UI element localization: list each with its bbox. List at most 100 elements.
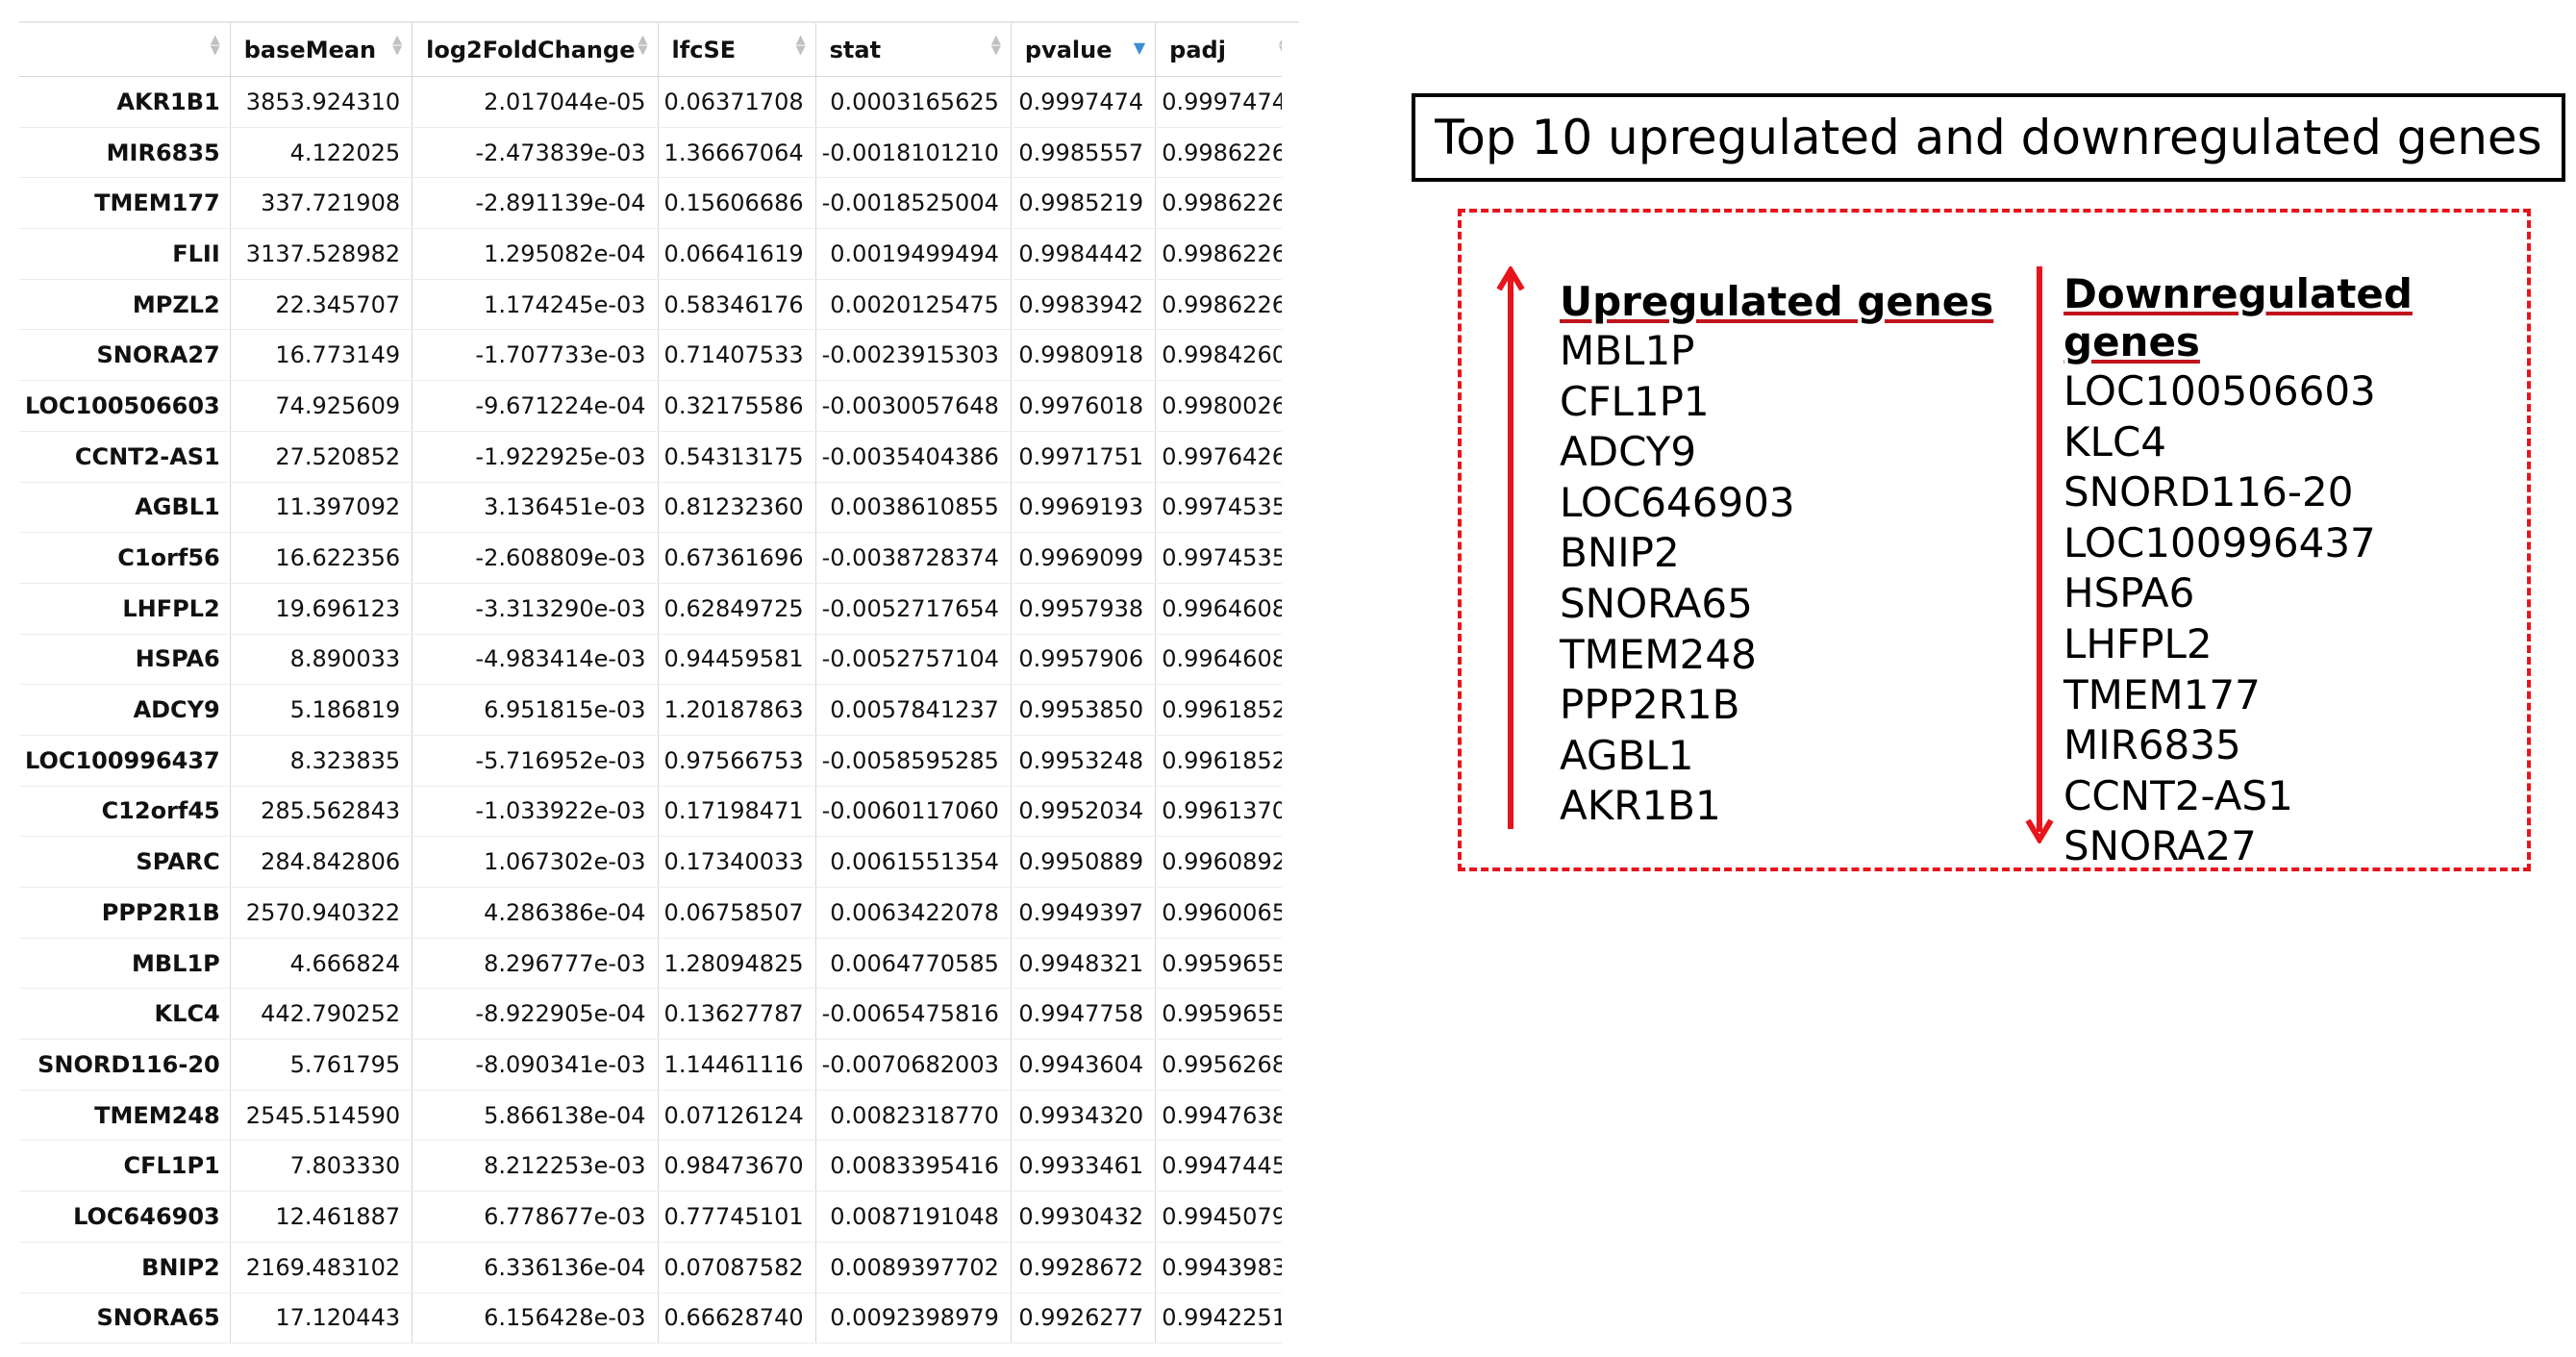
sort-icon[interactable]: ▲ ▼ bbox=[990, 33, 1001, 58]
row-gene-name: FLII bbox=[19, 228, 231, 280]
cell-log2foldchange: 1.295082e-04 bbox=[412, 228, 659, 280]
cell-lfcse: 1.14461116 bbox=[658, 1039, 816, 1091]
cell-pvalue: 0.9957938 bbox=[1011, 583, 1157, 635]
sort-icon[interactable]: ▲ ▼ bbox=[638, 33, 648, 58]
sort-icon[interactable]: ▲ ▼ bbox=[392, 33, 403, 58]
cell-lfcse: 0.98473670 bbox=[658, 1140, 816, 1193]
row-gene-name: KLC4 bbox=[19, 988, 231, 1041]
cell-lfcse: 0.32175586 bbox=[658, 380, 816, 432]
cell-log2foldchange: 2.017044e-05 bbox=[412, 76, 659, 128]
downregulated-gene-item: SNORD116-20 bbox=[2063, 468, 2354, 516]
cell-basemean: 4.666824 bbox=[230, 938, 413, 990]
upregulated-gene-item: ADCY9 bbox=[1560, 428, 1697, 476]
cell-pvalue: 0.9928672 bbox=[1011, 1242, 1157, 1294]
cell-pvalue: 0.9933461 bbox=[1011, 1140, 1157, 1193]
table-row: BNIP2 2169.483102 6.336136e-04 0.07087582 0.… bbox=[19, 1242, 1299, 1294]
cell-basemean: 17.120443 bbox=[230, 1293, 413, 1344]
cell-lfcse: 0.07087582 bbox=[658, 1242, 816, 1294]
cell-padj: 0.9956268 bbox=[1155, 1039, 1299, 1091]
row-gene-name: BNIP2 bbox=[19, 1242, 231, 1294]
cell-padj: 0.9986226 bbox=[1155, 228, 1299, 280]
row-gene-name: AGBL1 bbox=[19, 482, 231, 534]
cell-basemean: 16.622356 bbox=[230, 532, 413, 584]
column-header-padj[interactable]: padj ▲ ▼ bbox=[1155, 23, 1299, 77]
cell-pvalue: 0.9943604 bbox=[1011, 1039, 1157, 1091]
cell-stat: -0.0052757104 bbox=[815, 634, 1012, 686]
cell-padj: 0.9945079 bbox=[1155, 1191, 1299, 1243]
column-header-label: lfcSE bbox=[671, 36, 737, 63]
downregulated-gene-item: TMEM177 bbox=[2063, 670, 2261, 718]
cell-pvalue: 0.9930432 bbox=[1011, 1191, 1157, 1243]
cell-lfcse: 0.13627787 bbox=[658, 988, 816, 1041]
results-table-viewer[interactable]: ▲ ▼ baseMean ▲ ▼ log2FoldChange ▲ ▼ lfcSE ▲ ▼ stat ▲… bbox=[19, 21, 1299, 1357]
cell-lfcse: 0.71407533 bbox=[658, 329, 816, 382]
table-row: CFL1P1 7.803330 8.212253e-03 0.98473670 0.00… bbox=[19, 1140, 1299, 1193]
column-header-stat[interactable]: stat ▲ ▼ bbox=[815, 23, 1012, 77]
row-gene-name: SPARC bbox=[19, 836, 231, 888]
cell-log2foldchange: -1.922925e-03 bbox=[412, 431, 659, 483]
row-gene-name: MPZL2 bbox=[19, 279, 231, 331]
column-header-rownames[interactable]: ▲ ▼ bbox=[19, 23, 231, 77]
cell-padj: 0.9980026 bbox=[1155, 380, 1299, 432]
cell-padj: 0.9960892 bbox=[1155, 836, 1299, 888]
row-gene-name: SNORD116-20 bbox=[19, 1039, 231, 1091]
cell-log2foldchange: -1.707733e-03 bbox=[412, 329, 659, 382]
cell-log2foldchange: -2.891139e-04 bbox=[412, 177, 659, 230]
table-row: SPARC 284.842806 1.067302e-03 0.17340033 0.0… bbox=[19, 836, 1299, 888]
cell-stat: 0.0057841237 bbox=[815, 684, 1012, 736]
sort-icon[interactable]: ▲ ▼ bbox=[1279, 33, 1288, 58]
cell-padj: 0.9959655 bbox=[1155, 988, 1299, 1041]
cell-pvalue: 0.9969193 bbox=[1011, 482, 1157, 534]
cell-stat: -0.0035404386 bbox=[815, 431, 1012, 483]
row-gene-name: TMEM248 bbox=[19, 1090, 231, 1142]
table-row: MPZL2 22.345707 1.174245e-03 0.58346176 0.00… bbox=[19, 279, 1299, 331]
cell-stat: 0.0089397702 bbox=[815, 1242, 1012, 1294]
cell-lfcse: 0.81232360 bbox=[658, 482, 816, 534]
cell-stat: 0.0061551354 bbox=[815, 836, 1012, 888]
row-gene-name: MBL1P bbox=[19, 938, 231, 990]
sort-icon[interactable]: ▲ ▼ bbox=[210, 33, 220, 58]
cell-pvalue: 0.9997474 bbox=[1011, 76, 1157, 128]
cell-padj: 0.9986226 bbox=[1155, 127, 1299, 179]
cell-lfcse: 0.62849725 bbox=[658, 583, 816, 635]
cell-basemean: 74.925609 bbox=[230, 380, 413, 432]
cell-pvalue: 0.9934320 bbox=[1011, 1090, 1157, 1142]
cell-stat: 0.0087191048 bbox=[815, 1191, 1012, 1243]
cell-pvalue: 0.9948321 bbox=[1011, 938, 1157, 990]
downregulated-gene-item: HSPA6 bbox=[2063, 569, 2195, 617]
cell-stat: -0.0018101210 bbox=[815, 127, 1012, 179]
cell-lfcse: 0.54313175 bbox=[658, 431, 816, 483]
cell-stat: -0.0038728374 bbox=[815, 532, 1012, 584]
table-row: CCNT2-AS1 27.520852 -1.922925e-03 0.5431317… bbox=[19, 431, 1299, 483]
upregulated-heading: Upregulated genes bbox=[1560, 278, 1994, 325]
cell-pvalue: 0.9953850 bbox=[1011, 684, 1157, 736]
column-header-lfcse[interactable]: lfcSE ▲ ▼ bbox=[658, 23, 816, 77]
upregulated-gene-item: MBL1P bbox=[1560, 327, 1695, 374]
cell-basemean: 5.186819 bbox=[230, 684, 413, 736]
column-header-label: stat bbox=[829, 36, 882, 63]
column-header-pvalue[interactable]: pvalue ▼ bbox=[1011, 23, 1157, 77]
cell-pvalue: 0.9983942 bbox=[1011, 279, 1157, 331]
row-gene-name: LOC646903 bbox=[19, 1191, 231, 1243]
cell-lfcse: 1.28094825 bbox=[658, 938, 816, 990]
cell-basemean: 2570.940322 bbox=[230, 887, 413, 939]
upregulated-gene-item: PPP2R1B bbox=[1560, 681, 1740, 729]
cell-log2foldchange: 6.156428e-03 bbox=[412, 1293, 659, 1344]
row-gene-name: CFL1P1 bbox=[19, 1140, 231, 1193]
cell-pvalue: 0.9971751 bbox=[1011, 431, 1157, 483]
cell-pvalue: 0.9969099 bbox=[1011, 532, 1157, 584]
cell-stat: 0.0063422078 bbox=[815, 887, 1012, 939]
column-header-log2foldchange[interactable]: log2FoldChange ▲ ▼ bbox=[412, 23, 659, 77]
upregulated-genes-list: Upregulated genes MBL1P CFL1P1 ADCY9 LOC646… bbox=[1560, 278, 1993, 832]
cell-padj: 0.9943983 bbox=[1155, 1242, 1299, 1294]
sort-icon[interactable]: ▲ ▼ bbox=[795, 33, 806, 58]
row-gene-name: SNORA27 bbox=[19, 329, 231, 382]
column-header-basemean[interactable]: baseMean ▲ ▼ bbox=[230, 23, 413, 77]
cell-basemean: 27.520852 bbox=[230, 431, 413, 483]
cell-padj: 0.9961852 bbox=[1155, 735, 1299, 787]
cell-log2foldchange: -8.922905e-04 bbox=[412, 988, 659, 1041]
downregulated-heading: Downregulated genes bbox=[2063, 270, 2413, 365]
table-row: SNORD116-20 5.761795 -8.090341e-03 1.144611… bbox=[19, 1039, 1299, 1091]
table-row: PPP2R1B 2570.940322 4.286386e-04 0.06758507… bbox=[19, 887, 1299, 939]
sort-descending-icon[interactable]: ▼ bbox=[1133, 38, 1146, 57]
